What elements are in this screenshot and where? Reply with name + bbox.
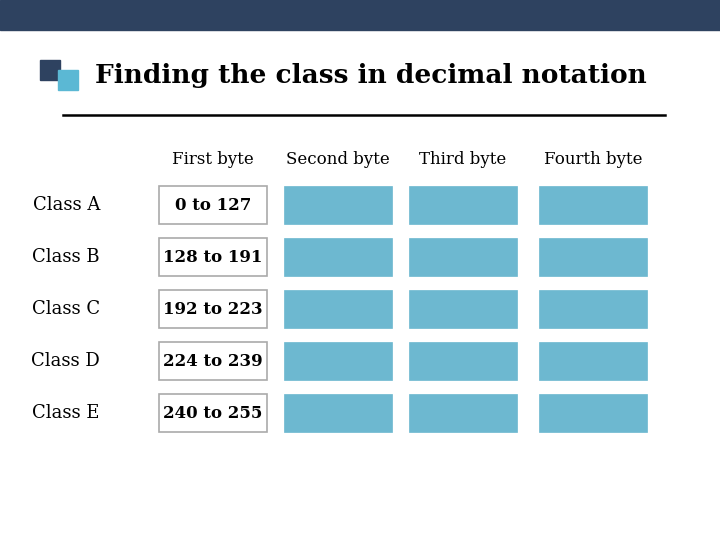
Bar [409,394,517,432]
Bar [539,342,647,380]
Text: 224 to 239: 224 to 239 [163,353,263,369]
Text: Fourth byte: Fourth byte [544,152,642,168]
Text: 128 to 191: 128 to 191 [163,248,263,266]
Bar [159,342,267,380]
Text: Third byte: Third byte [419,152,507,168]
Bar [409,186,517,224]
Bar [539,238,647,276]
Bar [58,70,78,90]
Bar [539,186,647,224]
Bar [284,238,392,276]
Bar [284,394,392,432]
Bar [539,290,647,328]
Text: 240 to 255: 240 to 255 [163,404,263,422]
Bar [159,186,267,224]
Text: Class E: Class E [32,404,100,422]
Bar [0,0,720,30]
Text: Class A: Class A [32,196,100,214]
Bar [159,238,267,276]
Text: 192 to 223: 192 to 223 [163,300,263,318]
Text: First byte: First byte [172,152,254,168]
Bar [159,290,267,328]
Text: Class B: Class B [32,248,100,266]
Bar [284,186,392,224]
Bar [409,342,517,380]
Bar [159,394,267,432]
Bar [284,342,392,380]
Text: 0 to 127: 0 to 127 [175,197,251,213]
Bar [284,290,392,328]
Text: Finding the class in decimal notation: Finding the class in decimal notation [95,63,647,87]
Bar [40,60,60,80]
Bar [539,394,647,432]
Bar [409,290,517,328]
Text: Class C: Class C [32,300,100,318]
Bar [409,238,517,276]
Text: Second byte: Second byte [286,152,390,168]
Text: Class D: Class D [31,352,100,370]
